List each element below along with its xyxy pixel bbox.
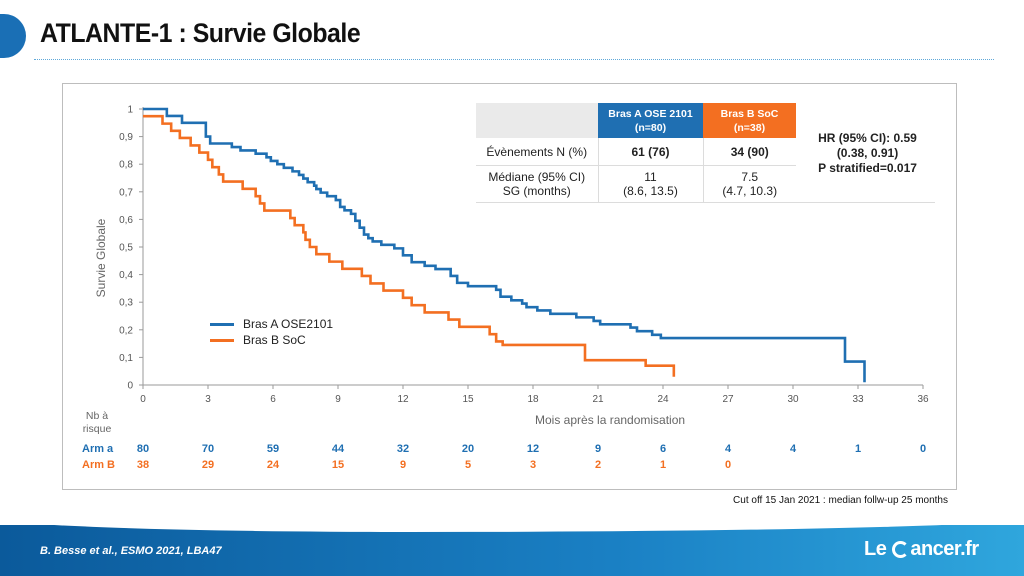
- y-tick-label: 0,6: [119, 215, 133, 226]
- legend-item-arm-b: Bras B SoC: [210, 332, 333, 348]
- survival-curve-arm-a: [143, 107, 866, 383]
- at-risk-value-arm-b: 5: [465, 459, 471, 471]
- x-tick-label: 33: [852, 394, 864, 405]
- legend-label-arm-a: Bras A OSE2101: [243, 317, 334, 331]
- at-risk-value-arm-b: 38: [137, 459, 149, 471]
- table-row-median-arm-a-ci: (8.6, 13.5): [623, 184, 678, 198]
- table-header-arm-a: Bras A OSE 2101 (n=80): [598, 103, 703, 138]
- logo-text-rest: ancer.fr: [910, 538, 979, 560]
- table-row-median-arm-b: 7.5 (4.7, 10.3): [703, 165, 796, 203]
- table-row-median-label: Médiane (95% CI) SG (months): [476, 165, 599, 203]
- table-row-median-label-line2: SG (months): [502, 184, 571, 198]
- title-divider: [34, 59, 994, 60]
- x-tick-label: 30: [787, 394, 799, 405]
- chart-legend: Bras A OSE2101 Bras B SoC: [210, 316, 333, 348]
- table-header-arm-b: Bras B SoC (n=38): [703, 103, 796, 138]
- table-row-median-arm-b-ci: (4.7, 10.3): [722, 184, 778, 198]
- at-risk-value-arm-b: 15: [332, 459, 344, 471]
- x-tick-label: 6: [270, 394, 276, 405]
- at-risk-value-arm-a: 32: [397, 443, 409, 455]
- at-risk-value-arm-b: 24: [267, 459, 280, 471]
- logo-text-le: Le: [864, 538, 887, 560]
- at-risk-value-arm-b: 3: [530, 459, 536, 471]
- at-risk-value-arm-a: 4: [790, 443, 797, 455]
- table-corner-cell: [476, 103, 598, 138]
- x-tick-label: 21: [592, 394, 604, 405]
- y-tick-label: 0,4: [119, 270, 133, 281]
- y-tick-label: 0,5: [119, 243, 133, 254]
- y-tick-label: 0,2: [119, 325, 133, 336]
- x-tick-label: 15: [462, 394, 474, 405]
- x-tick-label: 3: [205, 394, 211, 405]
- hazard-ratio-block: HR (95% CI): 0.59 (0.38, 0.91) P stratif…: [800, 131, 935, 176]
- y-tick-label: 0,1: [119, 353, 133, 364]
- citation: B. Besse et al., ESMO 2021, LBA47: [40, 545, 222, 557]
- at-risk-value-arm-a: 59: [267, 443, 279, 455]
- table-bottom-rule: [476, 202, 935, 203]
- table-row-events-arm-b: 34 (90): [703, 138, 796, 166]
- hazard-ratio-line2: (0.38, 0.91): [836, 146, 899, 160]
- x-axis-title: Mois après la randomisation: [535, 413, 686, 427]
- at-risk-value-arm-b: 1: [660, 459, 666, 471]
- legend-label-arm-b: Bras B SoC: [243, 333, 306, 347]
- y-tick-label: 0,7: [119, 187, 133, 198]
- hazard-ratio-line1: HR (95% CI): 0.59: [818, 131, 917, 145]
- table-header-arm-b-line1: Bras B SoC: [720, 107, 779, 120]
- at-risk-value-arm-a: 4: [725, 443, 732, 455]
- at-risk-header: Nb à risque: [79, 410, 115, 436]
- at-risk-value-arm-a: 9: [595, 443, 601, 455]
- at-risk-value-arm-b: 9: [400, 459, 406, 471]
- legend-swatch-arm-a: [210, 322, 234, 326]
- y-tick-label: 1: [127, 105, 133, 116]
- table-row-events-arm-a: 61 (76): [598, 138, 704, 166]
- cutoff-note: Cut off 15 Jan 2021 : median follw-up 25…: [733, 495, 948, 506]
- hazard-ratio-line3: P stratified=0.017: [818, 161, 917, 175]
- brand-logo: Le ancer.fr: [864, 538, 979, 561]
- y-tick-label: 0,8: [119, 160, 133, 171]
- at-risk-label-arm-a: Arm a: [82, 443, 114, 455]
- table-header-arm-a-line2: (n=80): [634, 121, 667, 134]
- at-risk-value-arm-a: 1: [855, 443, 861, 455]
- x-tick-label: 27: [722, 394, 734, 405]
- table-row-events-label: Évènements N (%): [476, 138, 599, 166]
- table-row-median-arm-a-value: 11: [644, 170, 657, 184]
- at-risk-value-arm-a: 70: [202, 443, 214, 455]
- at-risk-value-arm-b: 2: [595, 459, 601, 471]
- at-risk-value-arm-a: 20: [462, 443, 474, 455]
- at-risk-value-arm-a: 44: [332, 443, 345, 455]
- footer-curve: [0, 518, 1024, 532]
- results-table: Bras A OSE 2101 (n=80) Bras B SoC (n=38)…: [476, 103, 796, 203]
- at-risk-value-arm-a: 80: [137, 443, 149, 455]
- at-risk-value-arm-b: 0: [725, 459, 731, 471]
- y-axis-title: Survie Globale: [94, 218, 108, 298]
- at-risk-value-arm-b: 29: [202, 459, 214, 471]
- table-row-median-label-line1: Médiane (95% CI): [488, 170, 586, 184]
- table-row-median-arm-b-value: 7.5: [741, 170, 759, 184]
- at-risk-value-arm-a: 6: [660, 443, 666, 455]
- x-tick-label: 9: [335, 394, 341, 405]
- logo-c-icon: [892, 541, 910, 558]
- slide-title: ATLANTE-1 : Survie Globale: [40, 18, 361, 48]
- x-tick-label: 18: [527, 394, 539, 405]
- survival-curve-arm-b: [143, 114, 676, 377]
- x-tick-label: 36: [917, 394, 929, 405]
- at-risk-header-line1: Nb à: [85, 410, 109, 422]
- legend-swatch-arm-b: [210, 338, 234, 342]
- table-header-arm-a-line1: Bras A OSE 2101: [608, 107, 693, 120]
- y-tick-label: 0,3: [119, 298, 133, 309]
- footer-bar: [0, 525, 1024, 576]
- y-tick-label: 0: [127, 381, 133, 392]
- x-tick-label: 12: [397, 394, 409, 405]
- at-risk-value-arm-a: 12: [527, 443, 539, 455]
- legend-item-arm-a: Bras A OSE2101: [210, 316, 333, 332]
- at-risk-header-line2: risque: [82, 423, 112, 435]
- x-tick-label: 24: [657, 394, 669, 405]
- table-row-median-arm-a: 11 (8.6, 13.5): [598, 165, 704, 203]
- table-header-arm-b-line2: (n=38): [733, 121, 766, 134]
- y-tick-label: 0,9: [119, 132, 133, 143]
- x-tick-label: 0: [140, 394, 146, 405]
- at-risk-value-arm-a: 0: [920, 443, 926, 455]
- at-risk-label-arm-b: Arm B: [82, 459, 116, 471]
